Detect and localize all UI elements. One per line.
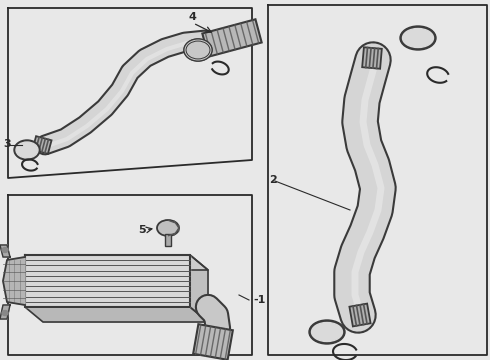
Polygon shape (8, 195, 252, 355)
Polygon shape (3, 257, 25, 305)
Polygon shape (25, 307, 208, 322)
Polygon shape (0, 305, 10, 319)
Ellipse shape (16, 142, 38, 158)
Ellipse shape (186, 41, 210, 59)
Ellipse shape (2, 310, 8, 315)
Ellipse shape (402, 28, 434, 48)
Polygon shape (25, 255, 208, 270)
Text: 5: 5 (138, 225, 146, 235)
Polygon shape (165, 234, 171, 246)
Polygon shape (268, 5, 487, 355)
Ellipse shape (187, 42, 209, 58)
Ellipse shape (309, 320, 345, 344)
Bar (349, 303, 370, 327)
Polygon shape (190, 255, 208, 322)
Ellipse shape (14, 140, 40, 160)
Ellipse shape (185, 40, 211, 60)
Ellipse shape (2, 248, 8, 252)
Text: -1: -1 (253, 295, 266, 305)
Ellipse shape (184, 39, 212, 61)
Ellipse shape (157, 220, 179, 236)
Bar (202, 19, 262, 57)
Polygon shape (25, 255, 190, 307)
Polygon shape (8, 8, 252, 178)
Text: 2: 2 (269, 175, 277, 185)
Bar (362, 47, 382, 69)
Bar (193, 324, 233, 360)
Text: 3: 3 (3, 139, 11, 149)
Ellipse shape (312, 323, 343, 342)
Ellipse shape (186, 41, 210, 59)
Text: 4: 4 (188, 12, 196, 22)
Ellipse shape (400, 26, 436, 50)
Bar (32, 136, 51, 154)
Polygon shape (0, 245, 10, 257)
Ellipse shape (184, 39, 212, 61)
